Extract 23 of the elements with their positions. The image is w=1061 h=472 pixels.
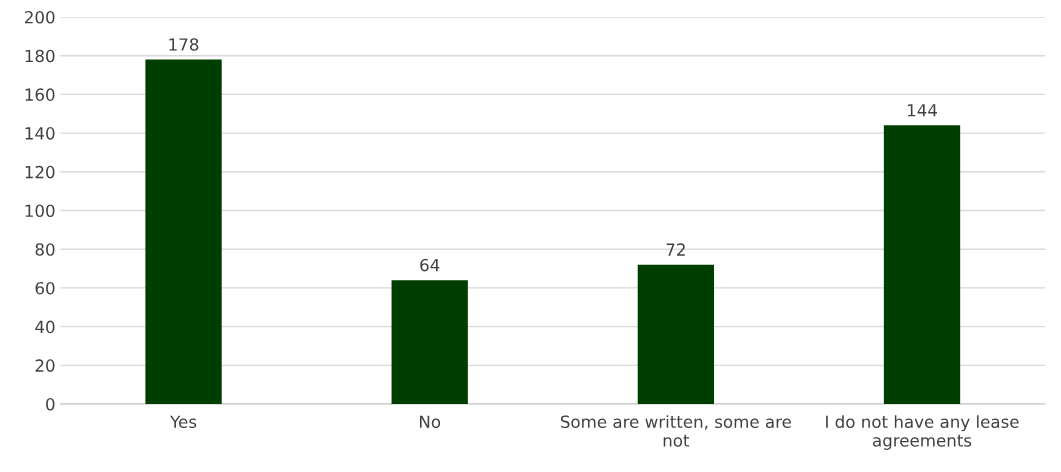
y-tick-label: 0 — [46, 397, 55, 411]
y-tick-label: 20 — [35, 359, 55, 372]
x-tick-label: I do not have any lease agreements — [826, 415, 1019, 450]
y-tick-label: 200 — [25, 10, 55, 24]
x-tick-label: No — [420, 415, 441, 429]
y-tick-label: 40 — [35, 320, 55, 334]
bar — [391, 280, 468, 405]
data-label: 72 — [666, 243, 685, 256]
y-tick-label: 80 — [35, 243, 55, 256]
data-label: 178 — [169, 38, 199, 51]
bar — [883, 125, 961, 405]
x-tick-label: Some are written, some are not — [560, 415, 791, 447]
y-tick-label: 100 — [25, 204, 55, 218]
y-tick-label: 120 — [25, 165, 55, 179]
y-tick-label: 180 — [25, 49, 55, 63]
bar — [145, 59, 222, 405]
y-tick-label: 160 — [25, 88, 55, 101]
y-tick-label: 60 — [35, 281, 55, 295]
data-label: 64 — [420, 258, 440, 272]
bar — [637, 264, 715, 405]
data-label: 144 — [907, 104, 937, 117]
y-tick-label: 140 — [25, 127, 55, 140]
x-tick-label: Yes — [170, 415, 197, 429]
